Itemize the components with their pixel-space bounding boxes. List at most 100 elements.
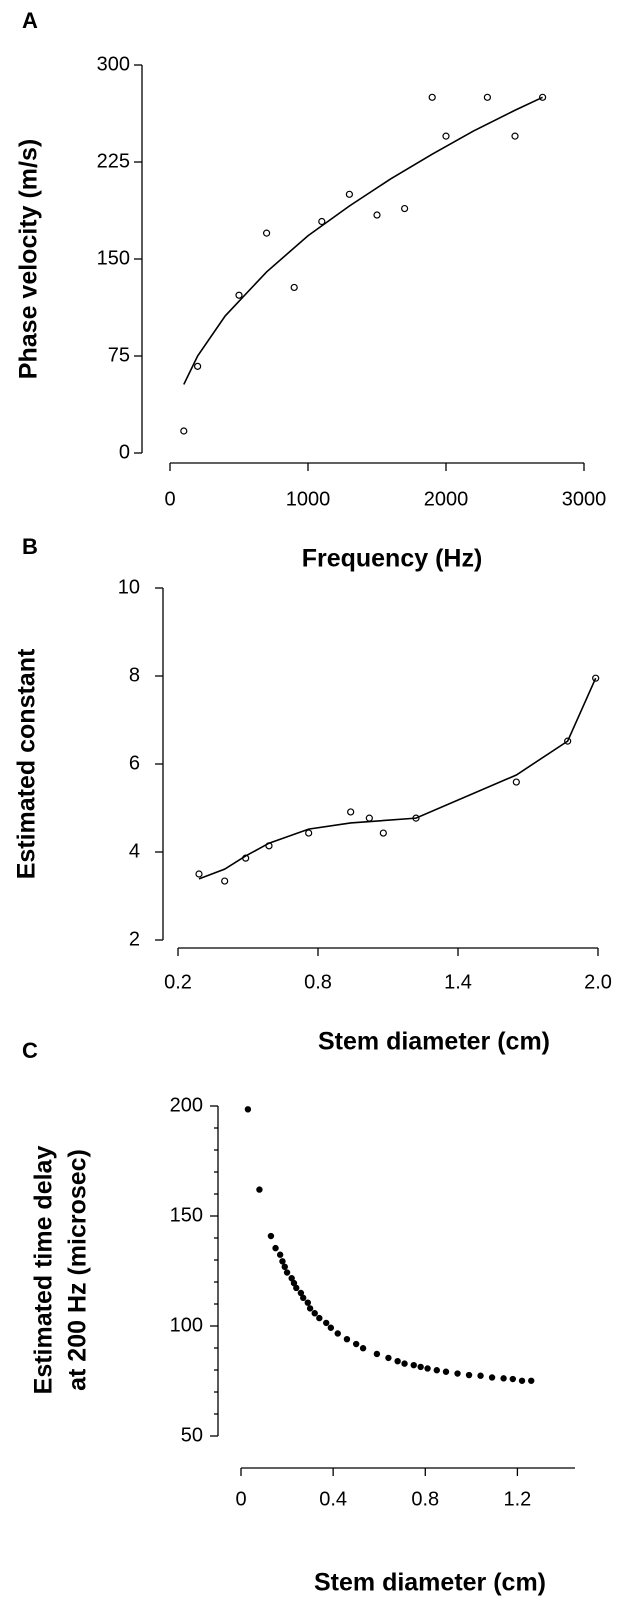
data-point <box>305 829 313 837</box>
y-tick-label: 10 <box>118 576 140 598</box>
x-axis-title: Frequency (Hz) <box>302 545 483 573</box>
data-point <box>538 93 547 101</box>
y-tick-label: 8 <box>129 664 140 686</box>
y-axis-title: Estimated time delay <box>30 1146 58 1395</box>
y-axis-title: Phase velocity (m/s) <box>15 139 43 379</box>
data-point <box>373 1350 381 1358</box>
y-tick-label: 150 <box>170 1204 203 1226</box>
data-point <box>417 1363 424 1371</box>
data-point <box>180 427 188 435</box>
data-point <box>477 1372 484 1379</box>
data-point <box>221 877 229 885</box>
data-point <box>379 829 387 837</box>
data-point <box>242 854 250 862</box>
x-tick-label: 2.0 <box>584 971 612 993</box>
data-point <box>433 1367 440 1374</box>
fit-line <box>198 677 597 880</box>
data-point <box>256 1186 263 1193</box>
y-tick-label: 200 <box>170 1094 203 1116</box>
data-point <box>279 1258 286 1265</box>
data-point <box>442 1368 450 1375</box>
x-axis-title: Stem diameter (cm) <box>318 1028 550 1056</box>
x-tick-label: 1.4 <box>444 971 472 993</box>
y-tick-label: 150 <box>97 247 130 269</box>
data-point <box>488 1374 496 1381</box>
y-tick-label: 75 <box>108 344 130 366</box>
data-point <box>347 808 355 816</box>
x-tick-label: 0 <box>164 488 175 510</box>
data-point <box>352 1340 360 1348</box>
data-point <box>345 190 353 198</box>
data-point <box>306 1305 314 1312</box>
data-point <box>235 291 243 299</box>
data-point <box>265 842 273 850</box>
data-point <box>365 814 373 822</box>
x-tick-label: 0.8 <box>411 1488 439 1510</box>
data-point <box>276 1251 284 1258</box>
data-point <box>297 1289 305 1297</box>
x-tick-label: 0.8 <box>304 971 332 993</box>
data-point <box>195 870 203 878</box>
data-point <box>410 1361 417 1369</box>
panel-label: B <box>22 534 38 559</box>
data-point <box>263 229 271 237</box>
data-point <box>500 1375 507 1382</box>
x-tick-label: 0 <box>235 1488 246 1510</box>
data-point <box>334 1330 341 1337</box>
panel-label: C <box>22 1038 38 1063</box>
data-point <box>401 1360 408 1367</box>
data-point <box>281 1263 288 1271</box>
y-tick-label: 50 <box>181 1424 203 1446</box>
data-point <box>385 1354 392 1362</box>
fit-line <box>183 96 543 385</box>
y-tick-label: 6 <box>129 752 140 774</box>
data-point <box>424 1365 431 1372</box>
y-tick-label: 4 <box>129 840 140 862</box>
data-point <box>194 362 202 370</box>
data-point <box>564 737 572 745</box>
data-point <box>316 1314 323 1322</box>
panel-label: A <box>22 8 38 33</box>
data-point <box>483 93 491 101</box>
data-point <box>442 132 450 140</box>
data-point <box>304 1299 311 1306</box>
data-point <box>401 204 409 213</box>
data-point <box>272 1244 279 1252</box>
data-point <box>323 1319 330 1327</box>
x-tick-label: 3000 <box>562 488 607 510</box>
y-tick-label: 225 <box>97 150 130 172</box>
x-tick-label: 0.2 <box>164 971 192 993</box>
data-point <box>512 778 520 786</box>
data-point <box>394 1357 401 1365</box>
data-point <box>412 814 420 822</box>
data-point <box>511 132 519 140</box>
y-tick-label: 0 <box>119 441 130 463</box>
data-point <box>290 283 298 292</box>
x-tick-label: 0.4 <box>319 1488 347 1510</box>
y-tick-label: 100 <box>170 1314 203 1336</box>
data-point <box>373 211 381 219</box>
data-point <box>288 1275 295 1282</box>
y-axis-title: at 200 Hz (microsec) <box>64 1149 92 1391</box>
x-tick-label: 2000 <box>424 488 469 510</box>
y-tick-label: 2 <box>129 928 140 950</box>
y-tick-label: 300 <box>97 53 130 75</box>
data-point <box>509 1375 517 1383</box>
data-point <box>327 1324 335 1331</box>
data-point <box>359 1345 367 1352</box>
data-point <box>528 1377 535 1384</box>
data-point <box>244 1106 252 1113</box>
data-point <box>293 1284 300 1292</box>
x-axis-title: Stem diameter (cm) <box>314 1569 546 1597</box>
data-point <box>465 1371 473 1379</box>
data-point <box>299 1294 307 1302</box>
data-point <box>343 1335 351 1343</box>
data-point <box>592 674 600 682</box>
data-point <box>454 1370 461 1377</box>
x-tick-label: 1000 <box>286 488 331 510</box>
y-axis-title: Estimated constant <box>13 648 41 879</box>
data-point <box>267 1232 275 1240</box>
data-point <box>428 93 436 101</box>
data-point <box>518 1377 526 1384</box>
